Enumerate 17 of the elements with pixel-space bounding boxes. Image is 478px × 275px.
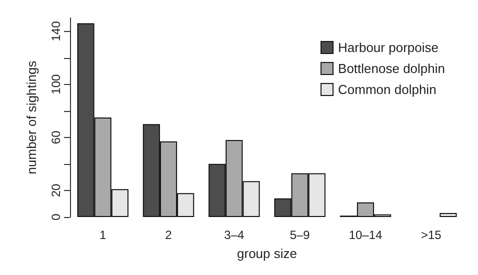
y-tick-label: 20	[49, 183, 63, 198]
bar	[440, 213, 457, 217]
y-tick-label: 140	[49, 20, 63, 42]
x-tick-label: 1	[99, 228, 106, 242]
x-tick-label: 5–9	[290, 228, 310, 242]
x-tick-label: >15	[420, 228, 442, 242]
legend-label: Bottlenose dolphin	[338, 61, 446, 76]
y-axis-title: number of sightings	[24, 60, 39, 174]
y-tick-label: 100	[49, 74, 63, 94]
legend-label: Common dolphin	[338, 82, 436, 97]
x-tick-label: 2	[165, 228, 172, 242]
x-tick-label: 3–4	[224, 228, 244, 242]
y-tick-label: 60	[49, 130, 63, 144]
x-axis-title: group size	[237, 246, 297, 261]
x-tick-label: 10–14	[348, 228, 383, 242]
y-tick-label: 0	[49, 213, 63, 220]
legend-label: Harbour porpoise	[338, 40, 438, 55]
